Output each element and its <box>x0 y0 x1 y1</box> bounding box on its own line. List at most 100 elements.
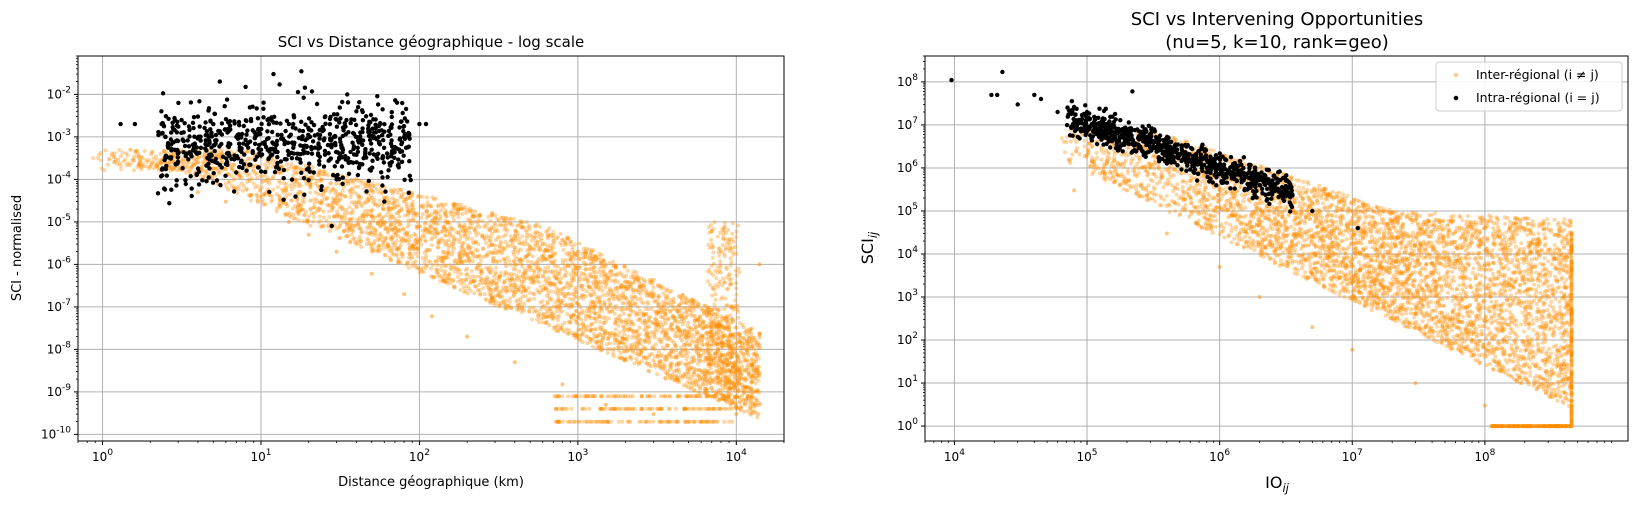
point-orange <box>532 247 537 252</box>
point-orange <box>582 252 587 257</box>
point-orange <box>603 262 608 267</box>
point-orange <box>283 185 288 190</box>
point-orange <box>540 242 545 247</box>
point-orange <box>649 364 653 369</box>
point-orange <box>362 185 367 190</box>
point-orange <box>520 274 525 279</box>
point-orange <box>622 284 627 289</box>
point-orange <box>618 313 623 318</box>
point-orange <box>425 204 430 209</box>
point-orange <box>459 271 464 276</box>
point-orange <box>478 280 482 284</box>
point-orange <box>685 324 690 328</box>
point-orange <box>510 276 514 281</box>
point-orange <box>430 218 435 223</box>
point-orange <box>651 419 656 424</box>
point-orange <box>737 270 742 275</box>
point-orange <box>655 353 660 358</box>
point-orange <box>247 179 252 184</box>
point-orange <box>424 263 428 268</box>
point-orange <box>618 340 623 345</box>
point-orange <box>704 394 709 399</box>
point-orange <box>614 338 619 343</box>
point-orange <box>558 289 563 294</box>
point-orange <box>671 327 676 332</box>
point-orange <box>419 242 424 247</box>
point-orange <box>396 228 401 233</box>
point-orange <box>367 183 372 188</box>
point-orange <box>277 202 282 206</box>
point-orange <box>583 267 588 272</box>
point-orange <box>284 193 289 197</box>
point-orange <box>437 275 442 279</box>
point-orange <box>697 374 702 379</box>
point-orange <box>522 308 527 313</box>
point-orange <box>756 356 761 361</box>
point-orange <box>536 275 541 280</box>
point-orange <box>716 336 721 341</box>
point-orange <box>709 321 714 325</box>
point-orange <box>647 340 652 345</box>
point-orange <box>747 340 751 345</box>
point-orange <box>515 303 520 308</box>
point-orange <box>552 313 557 318</box>
point-orange <box>666 369 670 373</box>
point-orange <box>531 280 536 285</box>
point-orange <box>391 243 396 248</box>
point-orange <box>219 158 224 163</box>
point-orange <box>588 272 592 277</box>
point-orange <box>458 260 463 265</box>
point-orange <box>512 262 516 267</box>
point-orange <box>708 330 713 335</box>
point-orange <box>584 327 589 332</box>
point-orange <box>750 379 755 384</box>
point-orange <box>730 380 735 385</box>
point-orange <box>723 237 728 242</box>
point-orange <box>641 301 646 306</box>
point-orange <box>644 288 648 293</box>
point-orange <box>716 373 721 378</box>
point-orange <box>549 297 554 302</box>
point-orange <box>514 290 519 295</box>
point-orange <box>426 247 431 252</box>
point-orange <box>488 228 493 233</box>
point-orange <box>727 339 732 344</box>
point-orange <box>489 213 494 217</box>
point-orange <box>351 237 356 242</box>
point-orange <box>635 276 640 281</box>
point-orange <box>743 375 748 380</box>
point-orange <box>691 313 696 318</box>
point-orange <box>512 245 517 250</box>
point-orange <box>707 267 712 272</box>
point-orange <box>655 322 660 327</box>
point-orange <box>568 296 573 301</box>
point-orange <box>135 149 140 154</box>
point-orange <box>320 223 325 228</box>
point-orange <box>724 326 729 331</box>
point-orange <box>415 220 420 225</box>
point-orange <box>618 356 622 361</box>
point-orange <box>423 230 428 235</box>
point-orange <box>679 333 684 338</box>
point-orange <box>375 221 380 226</box>
point-orange <box>515 223 520 228</box>
point-orange <box>656 309 661 314</box>
point-orange <box>350 216 355 221</box>
point-orange <box>624 287 628 292</box>
point-orange <box>675 375 680 380</box>
point-orange <box>490 280 495 285</box>
point-orange <box>659 352 664 357</box>
point-black <box>281 176 286 181</box>
point-orange <box>415 237 420 242</box>
point-orange <box>412 231 417 236</box>
point-orange <box>396 190 400 195</box>
point-orange <box>554 276 559 281</box>
point-orange <box>711 358 716 363</box>
point-orange <box>646 301 650 306</box>
point-orange <box>457 268 462 273</box>
point-orange <box>603 285 608 290</box>
point-orange <box>470 208 475 213</box>
point-black <box>399 159 405 164</box>
point-orange <box>324 218 329 223</box>
point-orange <box>715 349 720 354</box>
